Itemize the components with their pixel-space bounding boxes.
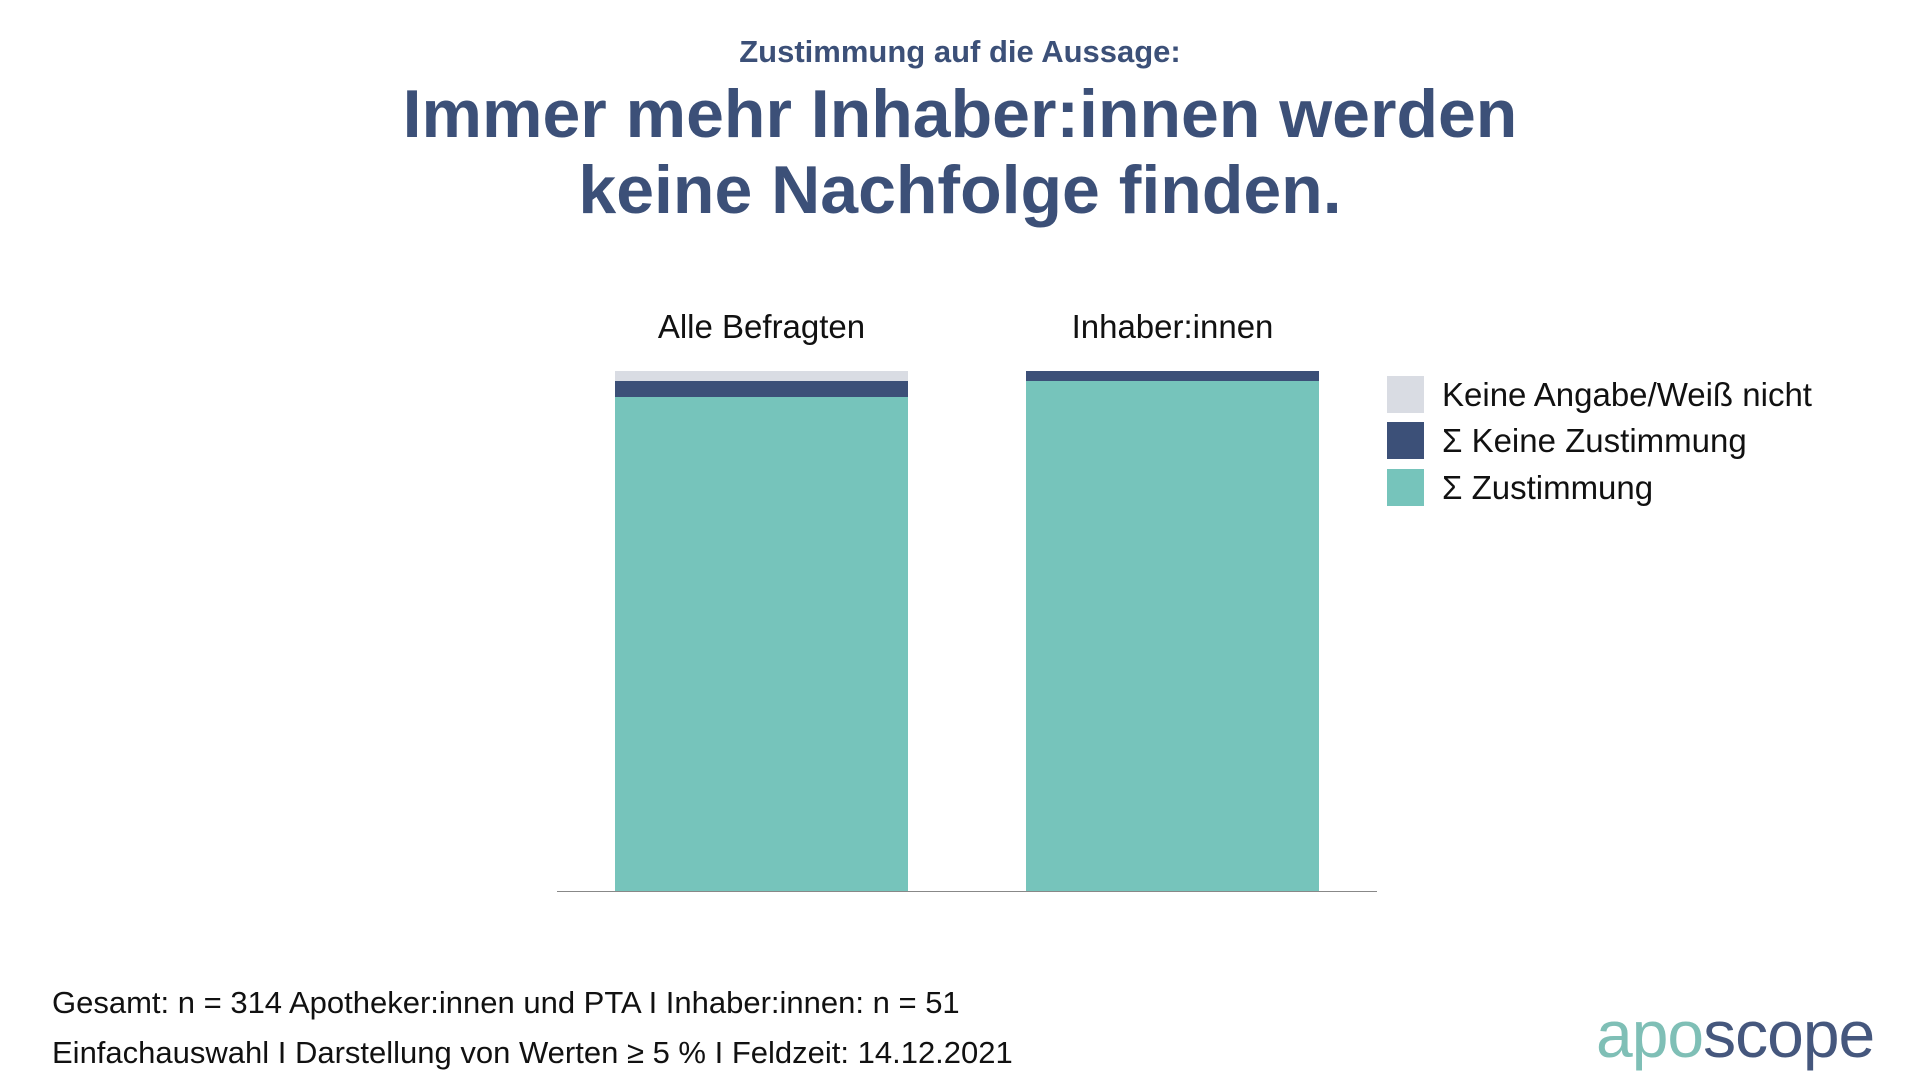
title-line-1: Immer mehr Inhaber:innen werden xyxy=(402,76,1518,152)
footer-sample-info: Gesamt: n = 314 Apotheker:innen und PTA … xyxy=(52,985,960,1020)
logo-part-scope: scope xyxy=(1703,997,1875,1071)
legend-label: Σ Zustimmung xyxy=(1442,468,1654,506)
category-label-alle-befragten: Alle Befragten xyxy=(657,308,866,345)
legend-item-keine-angabe: Keine Angabe/Weiß nicht xyxy=(1387,376,1812,413)
chart-subtitle: Zustimmung auf die Aussage: xyxy=(739,34,1181,69)
legend-swatch xyxy=(1387,376,1424,413)
legend-item-zustimmung: Σ Zustimmung xyxy=(1387,469,1653,506)
bar-segment-keine-angabe-wei-nicht xyxy=(615,371,908,382)
logo-part-apo: apo xyxy=(1596,997,1704,1071)
legend-label: Keine Angabe/Weiß nicht xyxy=(1442,375,1812,413)
aposcope-logo: aposcope xyxy=(1596,996,1875,1072)
bar-segment-keine-zustimmung xyxy=(1026,371,1319,382)
chart-title: Immer mehr Inhaber:innen werden keine Na… xyxy=(0,76,1920,228)
legend-swatch xyxy=(1387,469,1424,506)
footer-method-info: Einfachauswahl I Darstellung von Werten … xyxy=(52,1035,1013,1070)
bar-segment-keine-zustimmung xyxy=(615,381,908,397)
legend-label: Σ Keine Zustimmung xyxy=(1442,421,1747,459)
bar-0 xyxy=(615,371,908,891)
x-axis-line xyxy=(557,891,1377,892)
category-label-inhaber: Inhaber:innen xyxy=(1071,308,1274,345)
legend-swatch xyxy=(1387,422,1424,459)
title-line-2: keine Nachfolge finden. xyxy=(578,152,1342,228)
legend-item-keine-zustimmung: Σ Keine Zustimmung xyxy=(1387,422,1747,459)
bar-1 xyxy=(1026,371,1319,891)
bar-segment-zustimmung xyxy=(1026,381,1319,891)
bar-segment-zustimmung xyxy=(615,397,908,891)
